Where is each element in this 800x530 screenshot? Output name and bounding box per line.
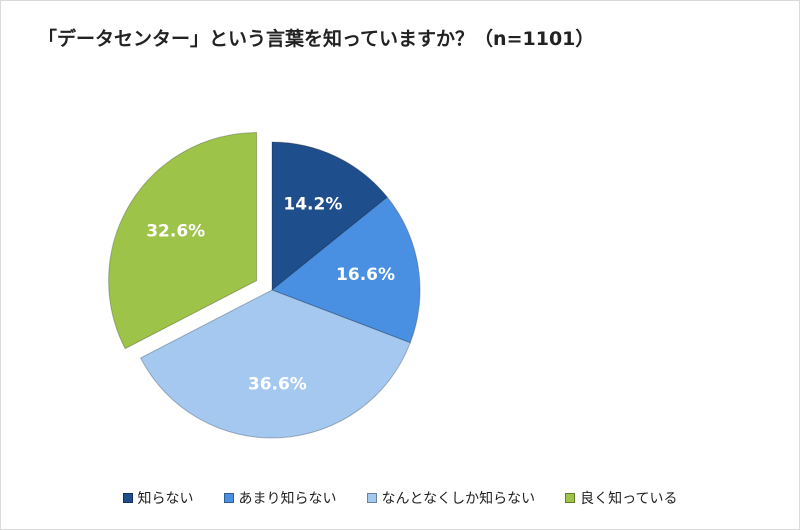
pie-slice-2: [139, 289, 411, 439]
pie-slice-1: [271, 196, 421, 344]
legend-item-2: なんとなくしか知らない: [366, 488, 536, 508]
pie-data-label-3: 32.6%: [146, 221, 205, 241]
chart-legend: 知らない あまり知らない なんとなくしか知らない 良く知っている: [0, 488, 800, 508]
legend-label-0: 知らない: [137, 491, 194, 507]
pie-slice-0: [271, 141, 388, 292]
legend-label-2: なんとなくしか知らない: [381, 491, 536, 507]
legend-item-0: 知らない: [122, 488, 194, 508]
pie-data-label-2: 36.6%: [248, 375, 307, 395]
legend-item-1: あまり知らない: [223, 488, 337, 508]
legend-swatch-3: [565, 493, 576, 503]
pie-data-labels: 14.2% 16.6% 36.6% 32.6%: [146, 195, 395, 395]
chart-title: 「データセンター」という言葉を知っていますか？（n=1101）: [38, 28, 595, 50]
legend-label-3: 良く知っている: [580, 491, 678, 507]
legend-label-1: あまり知らない: [238, 491, 337, 507]
pie-slice-3: [108, 132, 258, 350]
pie-data-label-0: 14.2%: [283, 195, 342, 215]
legend-swatch-0: [122, 493, 133, 503]
pie-slices: [108, 132, 421, 439]
pie-data-label-1: 16.6%: [336, 265, 395, 285]
legend-item-3: 良く知っている: [565, 488, 677, 508]
legend-swatch-2: [366, 493, 377, 503]
legend-swatch-1: [223, 493, 234, 503]
